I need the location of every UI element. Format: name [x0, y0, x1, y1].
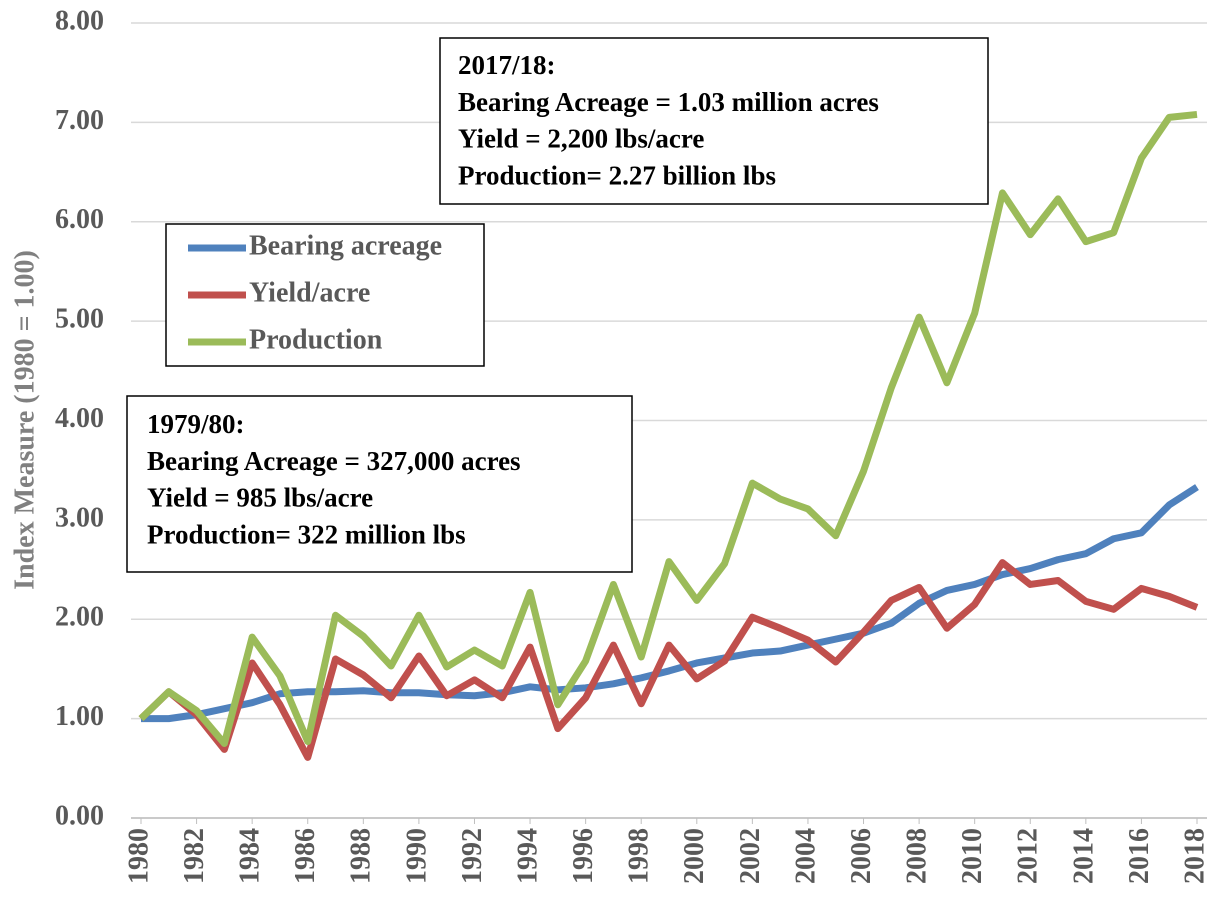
series-line [138, 559, 1199, 761]
legend-label: Yield/acre [249, 277, 370, 308]
annotation-text: Bearing Acreage = 1.03 million acres [458, 87, 879, 117]
annotation-text: Production= 2.27 billion lbs [458, 160, 776, 190]
x-tick-label: 1992 [457, 828, 488, 884]
annotation-text: Bearing Acreage = 327,000 acres [147, 446, 521, 476]
legend-label: Production [249, 324, 383, 355]
y-tick-label: 2.00 [55, 602, 104, 633]
series-line [138, 110, 1198, 747]
annotation-box [439, 37, 989, 205]
annotation-text: 1979/80: [147, 409, 245, 439]
y-tick-label: 5.00 [55, 304, 104, 335]
y-tick-label: 8.00 [55, 5, 104, 36]
x-tick-label: 2010 [957, 828, 988, 884]
y-tick-label: 3.00 [55, 502, 104, 533]
annotation-box [126, 395, 633, 573]
y-tick-label: 4.00 [55, 403, 104, 434]
annotation-text: Yield = 985 lbs/acre [147, 483, 373, 513]
x-tick-label: 1986 [290, 828, 321, 884]
x-tick-label: 1994 [512, 828, 543, 884]
x-tick-label: 2014 [1068, 828, 1099, 884]
x-tick-label: 2016 [1124, 828, 1155, 884]
x-tick-label: 2000 [679, 828, 710, 884]
y-axis-label: Index Measure (1980 = 1.00) [9, 250, 40, 590]
annotation-text: Production= 322 million lbs [147, 519, 466, 549]
x-tick-label: 1988 [346, 828, 377, 884]
x-tick-label: 1982 [179, 828, 210, 884]
y-tick-label: 0.00 [55, 800, 104, 831]
annotation-text: 2017/18: [458, 50, 556, 80]
x-tick-label: 1980 [123, 828, 154, 884]
x-tick-label: 2006 [846, 828, 877, 884]
x-tick-label: 2018 [1179, 828, 1210, 884]
y-tick-label: 7.00 [55, 105, 104, 136]
x-tick-label: 1984 [235, 828, 266, 884]
x-tick-label: 2004 [790, 828, 821, 884]
x-tick-label: 1990 [401, 828, 432, 884]
y-tick-label: 6.00 [55, 204, 104, 235]
legend-label: Bearing acreage [249, 230, 442, 261]
x-tick-label: 1996 [568, 828, 599, 884]
x-tick-label: 2002 [735, 828, 766, 884]
annotation-text: Yield = 2,200 lbs/acre [458, 124, 704, 154]
y-tick-label: 1.00 [55, 701, 104, 732]
x-tick-label: 1998 [624, 828, 655, 884]
x-tick-label: 2012 [1013, 828, 1044, 884]
x-tick-label: 2008 [902, 828, 933, 884]
